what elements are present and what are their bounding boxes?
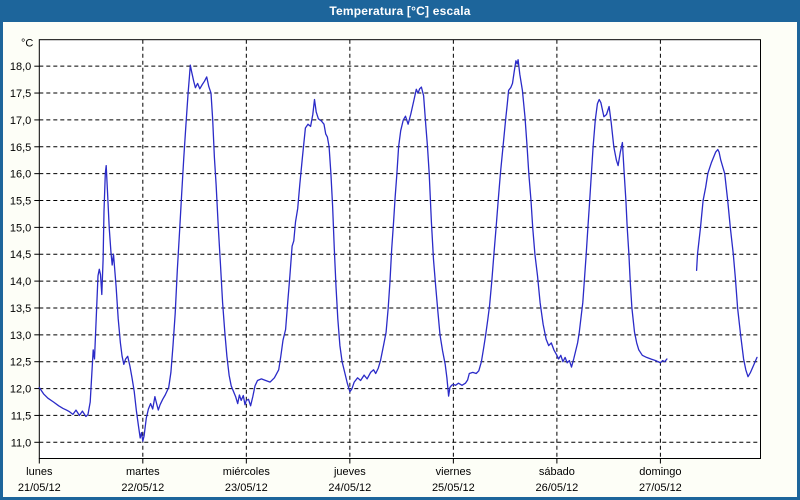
temperature-line [38,59,668,442]
y-tick-label: 13,0 [10,330,31,342]
window-titlebar: Temperatura [°C] escala [0,0,800,22]
y-tick-label: 16,5 [10,142,31,154]
window-border-right [797,22,800,500]
y-tick-label: 17,0 [10,115,31,127]
y-tick-label: 15,5 [10,196,31,208]
y-tick-label: 15,0 [10,222,31,234]
x-day-label: jueves [333,466,366,478]
y-tick-label: 12,0 [10,384,31,396]
x-day-label: miércoles [223,466,271,478]
y-unit-label: °C [21,38,33,50]
x-date-label: 24/05/12 [328,482,371,494]
x-day-label: viernes [436,466,472,478]
y-tick-label: 17,5 [10,88,31,100]
window-border-bottom [0,497,800,500]
y-tick-label: 11,5 [11,410,32,422]
y-tick-label: 14,5 [10,249,31,261]
window-border-left [0,22,3,500]
plot-area [38,39,762,459]
x-date-label: 21/05/12 [18,482,61,494]
x-date-label: 23/05/12 [225,482,268,494]
y-tick-label: 16,0 [10,169,31,181]
x-day-label: lunes [26,466,53,478]
x-day-label: sábado [539,466,575,478]
y-tick-label: 12,5 [10,357,31,369]
x-date-label: 26/05/12 [535,482,578,494]
x-date-label: 27/05/12 [639,482,682,494]
y-tick-label: 14,0 [10,276,31,288]
x-date-label: 22/05/12 [121,482,164,494]
window-title: Temperatura [°C] escala [329,4,471,18]
y-tick-label: 11,0 [11,437,32,449]
x-date-label: 25/05/12 [432,482,475,494]
y-tick-label: 18,0 [10,61,31,73]
x-day-label: martes [126,466,160,478]
y-tick-label: 13,5 [10,303,31,315]
temperature-line [695,148,758,378]
x-day-label: domingo [639,466,681,478]
